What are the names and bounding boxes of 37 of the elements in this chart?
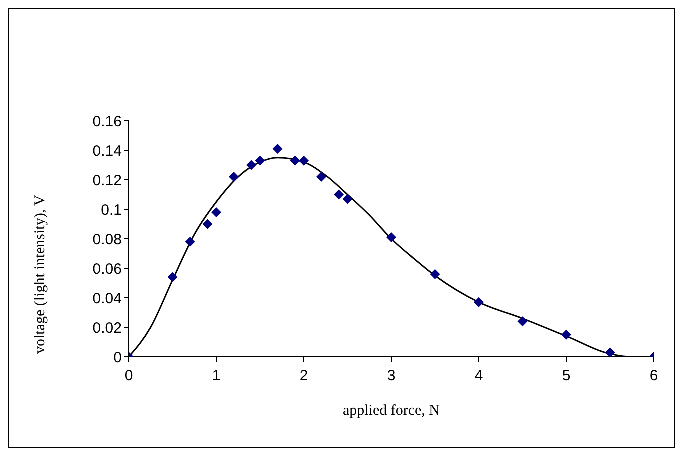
y-tick-label: 0.14 xyxy=(92,142,122,160)
x-tick-label: 2 xyxy=(300,368,308,385)
point xyxy=(562,330,572,340)
y-tick-label: 0 xyxy=(114,349,122,366)
y-tick-label: 0.06 xyxy=(92,260,122,278)
point xyxy=(334,190,344,200)
y-tick-label: 0.12 xyxy=(92,172,122,190)
point xyxy=(430,269,440,280)
x-axis-title: applied force, N xyxy=(342,403,440,419)
x-tick-label: 0 xyxy=(124,368,134,385)
x-tick-label: 6 xyxy=(650,368,658,385)
x-tick-label: 5 xyxy=(562,368,571,385)
point xyxy=(212,207,222,218)
point xyxy=(474,297,484,308)
y-tick-label: 0.08 xyxy=(92,231,122,248)
point xyxy=(342,194,353,204)
point xyxy=(255,156,266,166)
point xyxy=(202,219,213,230)
point xyxy=(272,144,283,154)
point xyxy=(386,232,396,243)
y-tick-label: 0.02 xyxy=(92,320,122,337)
point xyxy=(518,316,528,327)
point xyxy=(316,172,326,182)
point xyxy=(168,272,178,282)
y-axis-title: voltage (light intensity), V xyxy=(32,194,48,354)
x-tick-label: 1 xyxy=(212,368,221,385)
point xyxy=(246,160,256,170)
point xyxy=(290,156,300,166)
y-tick-label: 0.16 xyxy=(92,113,122,130)
y-tick-label: 0.04 xyxy=(92,290,122,308)
point xyxy=(605,348,616,357)
point xyxy=(299,156,309,166)
x-tick-label: 3 xyxy=(387,368,396,385)
point xyxy=(229,172,239,182)
point xyxy=(185,236,196,247)
y-tick-label: 0.1 xyxy=(101,202,122,219)
x-tick-label: 4 xyxy=(474,368,484,385)
